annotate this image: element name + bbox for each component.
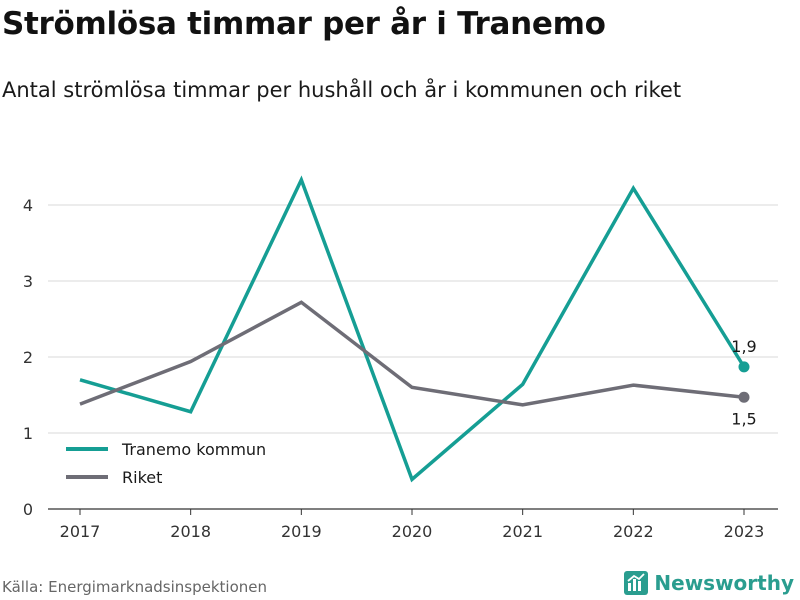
- legend: Tranemo kommun Riket: [66, 440, 266, 487]
- x-axis: 2017 2018 2019 2020 2021 2022 2023: [60, 509, 765, 541]
- y-tick-label: 1: [23, 424, 33, 443]
- x-tick-label: 2019: [281, 522, 322, 541]
- y-tick-label: 2: [23, 348, 33, 367]
- x-tick-label: 2023: [724, 522, 765, 541]
- y-axis: 0 1 2 3 4: [23, 196, 33, 519]
- grid-lines: [48, 204, 778, 510]
- x-tick-label: 2021: [502, 522, 543, 541]
- chart-logo-icon: [624, 571, 649, 595]
- x-tick-label: 2020: [392, 522, 433, 541]
- end-point-tranemo-kommun: [738, 361, 750, 373]
- y-tick-label: 3: [23, 272, 33, 291]
- x-tick-label: 2018: [170, 522, 211, 541]
- source-note: Källa: Energimarknadsinspektionen: [2, 578, 268, 596]
- chart-title: Strömlösa timmar per år i Tranemo: [2, 6, 606, 42]
- end-label-riket: 1,5: [731, 409, 756, 428]
- series-group: 1,9 1,5: [79, 175, 757, 483]
- brand-name: Newsworthy: [654, 571, 794, 595]
- y-tick-label: 0: [23, 500, 33, 519]
- x-tick-label: 2017: [60, 522, 101, 541]
- legend-label: Tranemo kommun: [121, 440, 266, 459]
- end-point-riket: [738, 391, 750, 403]
- series-line-riket: [79, 300, 745, 407]
- end-label-tranemo-kommun: 1,9: [731, 337, 756, 356]
- x-tick-label: 2022: [613, 522, 654, 541]
- legend-label: Riket: [122, 468, 162, 487]
- y-tick-label: 4: [23, 196, 33, 215]
- brand-logo: Newsworthy: [624, 568, 794, 598]
- series-line-tranemo-kommun: [79, 175, 746, 483]
- chart-subtitle: Antal strömlösa timmar per hushåll och å…: [2, 78, 682, 102]
